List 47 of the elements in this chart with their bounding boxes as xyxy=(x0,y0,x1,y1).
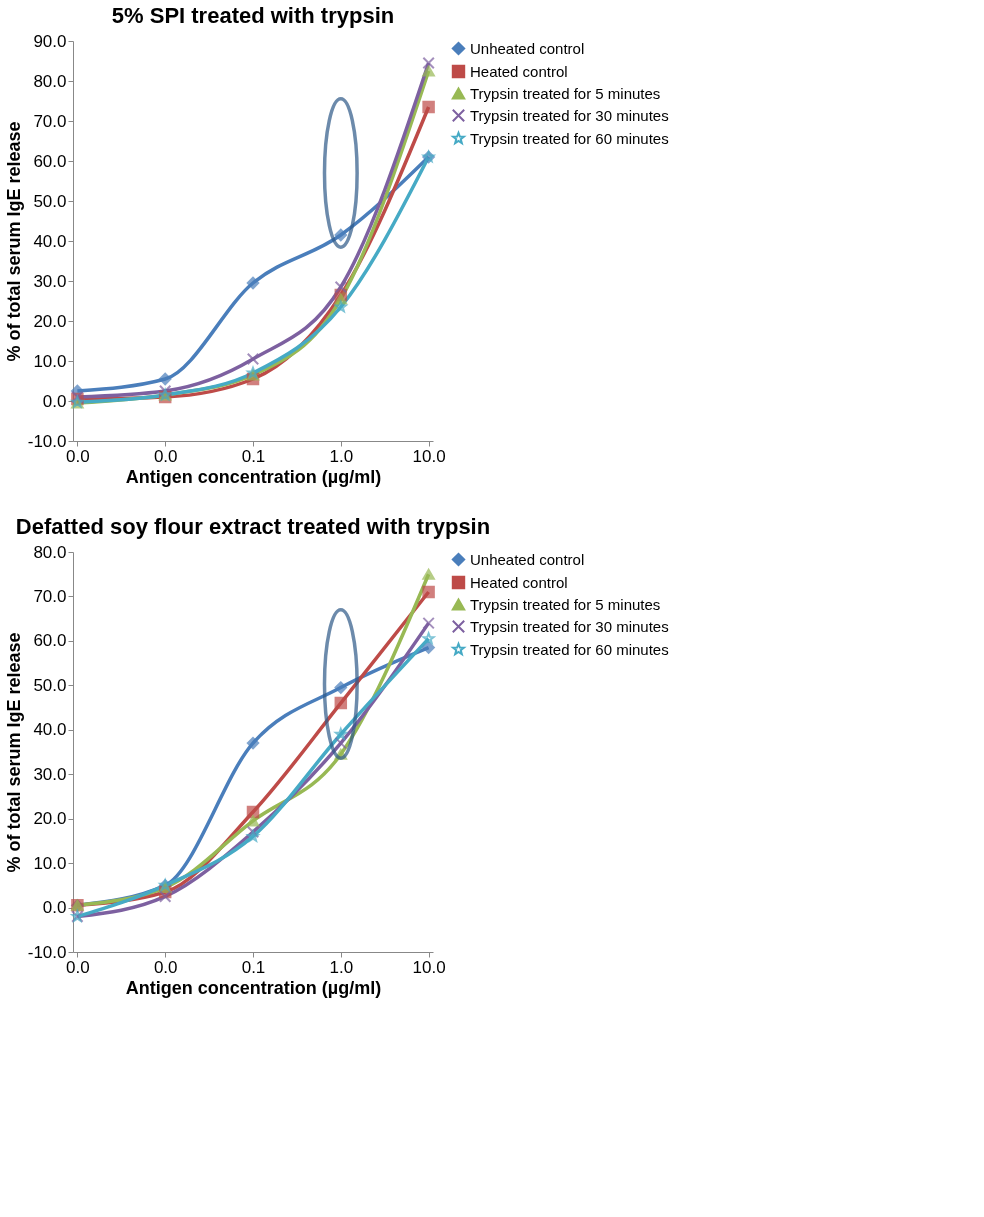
y-tick-label: 10.0 xyxy=(33,351,67,371)
x-tick-label: 0.1 xyxy=(241,446,266,466)
x-tick-label: 0.0 xyxy=(66,957,90,977)
x-tick-label: 0.0 xyxy=(153,957,178,977)
legend-label: Heated control xyxy=(470,573,568,591)
y-tick-label: 20.0 xyxy=(33,809,67,829)
x-tick-label: 1.0 xyxy=(329,957,354,977)
y-tick-label: 10.0 xyxy=(33,853,67,873)
y-tick-label: 80.0 xyxy=(33,71,67,91)
y-tick-label: 40.0 xyxy=(33,231,67,251)
y-tick-label: 30.0 xyxy=(33,271,67,291)
legend-label: Trypsin treated for 60 minutes xyxy=(470,129,669,147)
chart-title: Defatted soy flour extract treated with trypsin xyxy=(15,514,491,539)
y-tick-label: 0.0 xyxy=(42,391,67,411)
x-tick-label: 1.0 xyxy=(329,446,354,466)
chart-title: 5% SPI treated with trypsin xyxy=(111,3,395,28)
y-tick-label: 70.0 xyxy=(33,111,67,131)
y-tick-label: 20.0 xyxy=(33,311,67,331)
x-axis-title: Antigen concentration (µg/ml) xyxy=(125,466,382,487)
legend-label: Trypsin treated for 5 minutes xyxy=(470,595,661,613)
legend-label: Trypsin treated for 30 minutes xyxy=(470,617,669,635)
legend-label: Unheated control xyxy=(470,550,585,568)
y-tick-label: -10.0 xyxy=(27,942,67,962)
legend-label: Unheated control xyxy=(470,39,585,57)
x-tick-label: 0.1 xyxy=(241,957,266,977)
y-axis-title: % of total serum IgE release xyxy=(3,632,24,873)
y-tick-label: 50.0 xyxy=(33,191,67,211)
x-tick-label: 10.0 xyxy=(412,446,446,466)
x-tick-label: 10.0 xyxy=(412,957,446,977)
x-axis-title: Antigen concentration (µg/ml) xyxy=(125,977,382,998)
legend-label: Trypsin treated for 30 minutes xyxy=(470,106,669,124)
y-tick-label: 50.0 xyxy=(33,675,67,695)
y-tick-label: 60.0 xyxy=(33,151,67,171)
y-tick-label: 90.0 xyxy=(33,31,67,51)
y-tick-label: 0.0 xyxy=(42,898,67,918)
y-tick-label: 40.0 xyxy=(33,720,67,740)
legend-label: Trypsin treated for 60 minutes xyxy=(470,640,669,658)
y-tick-label: 60.0 xyxy=(33,631,67,651)
y-tick-label: 30.0 xyxy=(33,764,67,784)
legend-label: Trypsin treated for 5 minutes xyxy=(470,84,661,102)
x-tick-label: 0.0 xyxy=(153,446,178,466)
y-tick-label: 80.0 xyxy=(33,542,67,562)
y-axis-title: % of total serum IgE release xyxy=(3,121,24,362)
y-tick-label: 70.0 xyxy=(33,586,67,606)
y-tick-label: -10.0 xyxy=(27,431,67,451)
legend-label: Heated control xyxy=(470,62,568,80)
x-tick-label: 0.0 xyxy=(66,446,90,466)
